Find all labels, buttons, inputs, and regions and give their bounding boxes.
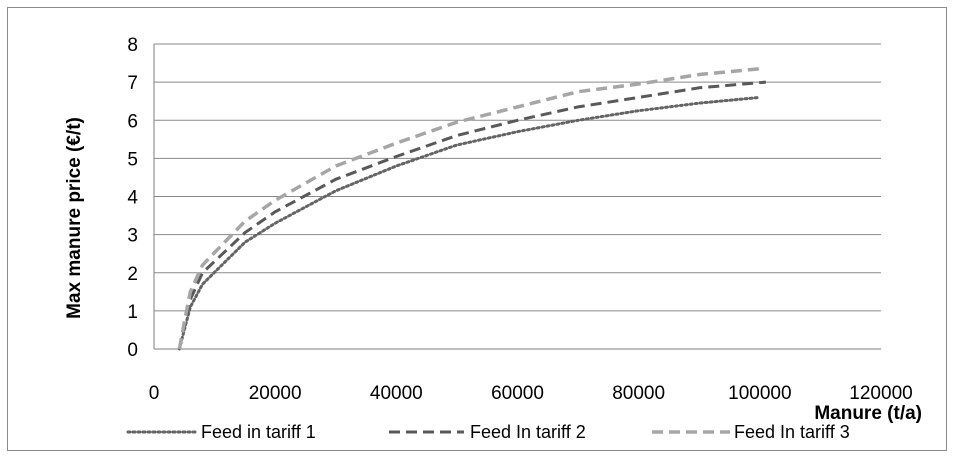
- y-tick-label: 4: [127, 188, 138, 209]
- line-chart: 0 1 2 3 4 5 6 7 8 0 20000 40000 60000 80000 100000 1200…: [64, 35, 922, 442]
- x-tick-label: 60000: [491, 383, 544, 404]
- chart-frame: 0 1 2 3 4 5 6 7 8 0 20000 40000 60000 80000 100000 1200…: [7, 7, 947, 451]
- series-line-tariff-3: [177, 67, 760, 350]
- y-tick-label: 8: [127, 35, 138, 56]
- legend-label-tariff-3: Feed In tariff 3: [734, 422, 850, 442]
- x-tick-label: 40000: [370, 383, 423, 404]
- x-tick-label: 120000: [849, 383, 912, 404]
- axes: [153, 44, 881, 350]
- x-tick-label: 0: [149, 383, 160, 404]
- y-tick-label: 2: [127, 264, 138, 285]
- y-axis-title: Max manure price (€/t): [64, 117, 85, 319]
- y-tick-label: 3: [127, 226, 138, 247]
- legend-label-tariff-2: Feed In tariff 2: [470, 422, 586, 442]
- y-tick-label: 1: [127, 302, 138, 323]
- legend-label-tariff-1: Feed in tariff 1: [201, 422, 316, 442]
- x-tick-label: 80000: [612, 383, 665, 404]
- y-tick-label: 5: [127, 149, 138, 170]
- series-line-tariff-2: [177, 80, 767, 350]
- x-tick-label: 100000: [728, 383, 791, 404]
- legend: Feed in tariff 1 Feed In tariff 2 Feed In …: [126, 422, 850, 442]
- series-lines: [177, 67, 767, 351]
- y-tick-label: 0: [127, 340, 138, 361]
- tick-labels: 0 1 2 3 4 5 6 7 8 0 20000 40000 60000 80000 100000 1200…: [127, 35, 912, 404]
- x-axis-title: Manure (t/a): [814, 403, 922, 424]
- y-tick-label: 6: [127, 111, 138, 132]
- x-tick-label: 20000: [249, 383, 302, 404]
- y-tick-label: 7: [127, 73, 138, 94]
- gridlines: [154, 43, 881, 312]
- series-line-tariff-1: [177, 95, 762, 351]
